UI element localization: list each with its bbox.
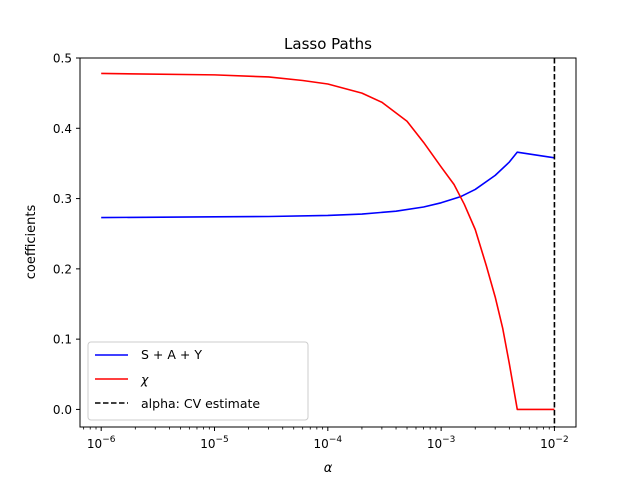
y-axis-ticks: 0.0 0.1 0.2 0.3 0.4 0.5 [53,52,80,417]
x-tick-label: 10−4 [314,435,343,451]
legend-label-series-1: S + A + Y [141,347,202,362]
x-axis-ticks: 10−6 10−5 10−4 10−3 10−2 [83,427,569,451]
legend: S + A + Y χ alpha: CV estimate [87,341,309,421]
plot-area [101,58,556,427]
x-tick-label: 10−5 [200,435,229,451]
y-tick-label: 0.3 [53,192,72,206]
y-tick-label: 0.5 [53,52,72,66]
legend-box [87,341,309,421]
series-line-2 [101,72,555,411]
x-tick-label: 10−2 [540,435,569,451]
axes-frame [79,57,577,428]
y-tick-label: 0.0 [53,403,72,417]
x-axis-label: α [324,461,333,476]
y-tick-label: 0.4 [53,122,72,136]
x-tick-label: 10−6 [87,435,116,451]
legend-label-cv-estimate: alpha: CV estimate [141,396,260,411]
y-axis-label: coefficients [24,205,39,280]
x-tick-label: 10−3 [427,435,456,451]
chart-title: Lasso Paths [284,35,372,53]
y-tick-label: 0.2 [53,262,72,276]
series-line-1 [101,151,555,219]
y-tick-label: 0.1 [53,333,72,347]
legend-label-series-2: χ [140,372,149,387]
